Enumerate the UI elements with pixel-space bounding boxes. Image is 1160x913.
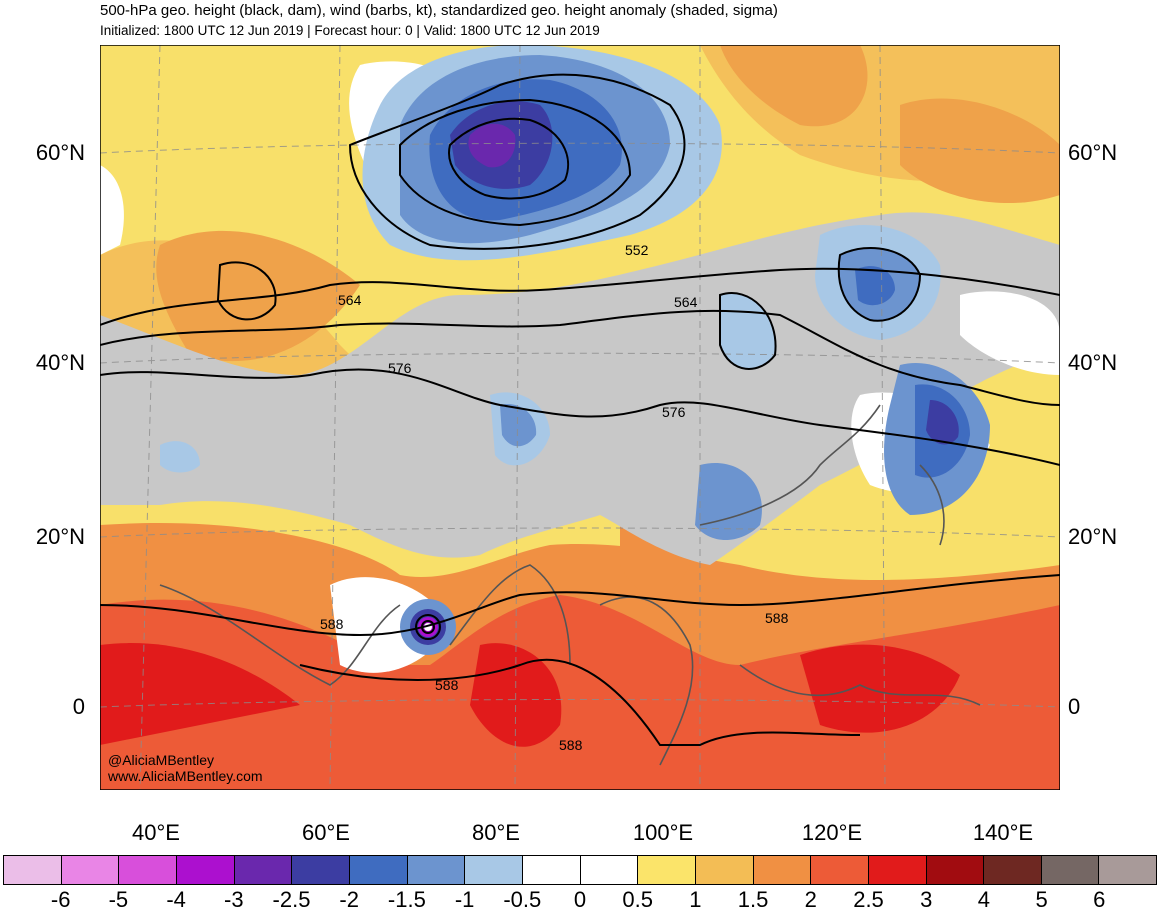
- colorbar-tick-label: 0.5: [622, 887, 653, 912]
- colorbar-tick-label: -6: [50, 887, 71, 912]
- colorbar-box: [4, 856, 62, 884]
- colorbar-tick-label: -2: [339, 887, 359, 912]
- colorbar-tick-label: 1: [689, 887, 702, 912]
- contour-label: 588: [320, 616, 344, 632]
- colorbar-tick-label: -1: [454, 887, 475, 912]
- colorbar-tick-label: 2: [804, 887, 817, 912]
- colorbar-tick-label: -2.5: [272, 887, 311, 912]
- lat-label-left: 20°N: [35, 524, 85, 549]
- lat-label-right: 0: [1068, 694, 1081, 719]
- colorbar-tick-label: 6: [1093, 887, 1106, 912]
- colorbar-box: [407, 856, 466, 884]
- chart-title: 500-hPa geo. height (black, dam), wind (…: [100, 2, 778, 19]
- colorbar-tick-label: 0: [573, 887, 587, 912]
- colorbar-box: [695, 856, 754, 884]
- lon-label: 80°E: [472, 820, 520, 845]
- contour-label: 564: [674, 294, 698, 310]
- contour-label: 588: [559, 737, 583, 753]
- colorbar-box: [1099, 856, 1157, 884]
- colorbar-tick-label: 4: [977, 887, 991, 912]
- colorbar-box: [522, 856, 581, 884]
- colorbar-tick-label: -0.5: [503, 887, 542, 912]
- colorbar-box: [811, 856, 869, 884]
- colorbar-tick-label: 1.5: [737, 887, 769, 912]
- lon-label: 40°E: [132, 820, 180, 845]
- colorbar-box: [1041, 856, 1100, 884]
- lat-label-left: 60°N: [35, 140, 85, 165]
- colorbar-box: [868, 856, 927, 884]
- colorbar-box: [349, 856, 408, 884]
- colorbar-box: [638, 856, 696, 884]
- lat-label-left: 0: [72, 694, 85, 719]
- colorbar-box: [753, 856, 812, 884]
- credit-handle: @AliciaMBentley: [108, 752, 215, 768]
- colorbar: [3, 855, 1157, 885]
- contour-label: 564: [338, 292, 362, 308]
- lon-label: 100°E: [632, 820, 694, 845]
- colorbar-box: [234, 856, 293, 884]
- lat-label-right: 20°N: [1068, 524, 1118, 549]
- contour-label: 576: [662, 404, 686, 420]
- colorbar-box: [926, 856, 985, 884]
- anomaly-map: 552 564 564 576 576 588 588 588 588: [100, 45, 1060, 790]
- chart-subtitle: Initialized: 1800 UTC 12 Jun 2019 | Fore…: [100, 23, 600, 38]
- lon-label: 140°E: [972, 820, 1034, 845]
- contour-label: 576: [388, 360, 412, 376]
- colorbar-tick-label: -5: [108, 887, 129, 912]
- colorbar-box: [61, 856, 120, 884]
- colorbar-tick-label: -4: [166, 887, 186, 912]
- contour-label: 552: [625, 242, 649, 258]
- lon-label: 120°E: [801, 820, 863, 845]
- lat-label-right: 60°N: [1068, 140, 1118, 165]
- colorbar-box: [580, 856, 639, 884]
- colorbar-box: [119, 856, 177, 884]
- lon-label: 60°E: [302, 820, 350, 845]
- colorbar-tick-label: -3: [224, 887, 244, 912]
- colorbar-tick-label: 2.5: [853, 887, 884, 912]
- colorbar-tick-label: -1.5: [387, 887, 426, 912]
- colorbar-tick-label: 3: [920, 887, 933, 912]
- colorbar-box: [292, 856, 350, 884]
- colorbar-tick-label: 5: [1035, 887, 1048, 912]
- contour-label: 588: [765, 610, 789, 626]
- credit-url: www.AliciaMBentley.com: [108, 768, 263, 784]
- colorbar-box: [465, 856, 523, 884]
- lat-label-right: 40°N: [1068, 350, 1118, 375]
- colorbar-box: [984, 856, 1042, 884]
- colorbar-box: [176, 856, 235, 884]
- contour-label: 588: [435, 677, 459, 693]
- lat-label-left: 40°N: [35, 350, 85, 375]
